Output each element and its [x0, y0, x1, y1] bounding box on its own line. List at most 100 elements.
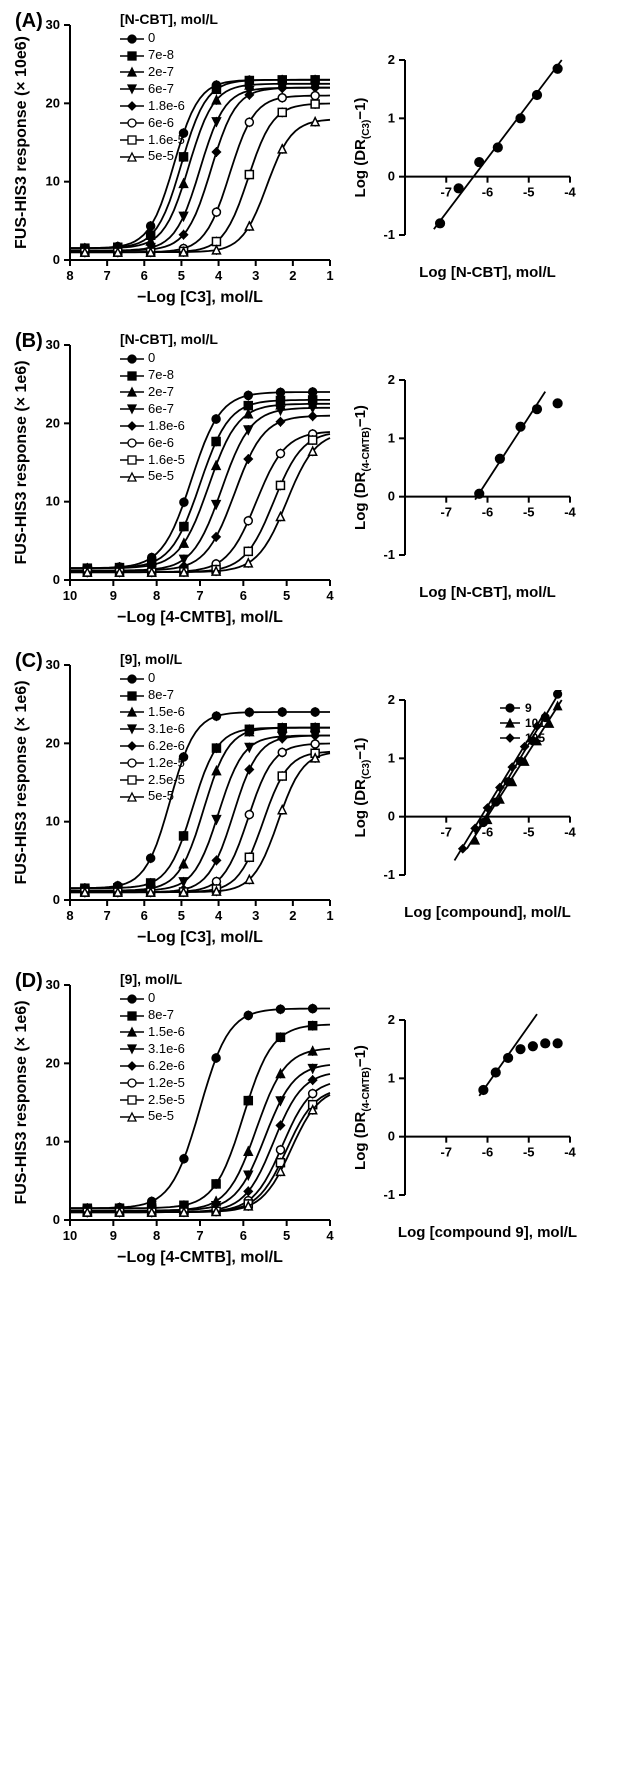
legend-item: 3.1e-6: [120, 721, 185, 738]
legend-item: 1.8e-6: [120, 98, 218, 115]
legend-label: 6.2e-6: [148, 1058, 185, 1075]
svg-text:-4: -4: [564, 825, 576, 840]
svg-text:-7: -7: [440, 505, 452, 520]
svg-text:1: 1: [326, 908, 333, 923]
legend-label: 1.5e-6: [148, 1024, 185, 1041]
svg-text:−Log [C3], mol/L: −Log [C3], mol/L: [137, 929, 263, 946]
svg-text:0: 0: [388, 1129, 395, 1144]
legend-item: 1.5e-6: [120, 1024, 185, 1041]
svg-text:3: 3: [252, 268, 259, 283]
svg-text:-4: -4: [564, 505, 576, 520]
svg-text:2: 2: [388, 52, 395, 67]
legend-label: 6.2e-6: [148, 738, 185, 755]
svg-text:2: 2: [289, 908, 296, 923]
legend-item: 6e-6: [120, 115, 218, 132]
legend-label: 5e-5: [148, 1108, 174, 1125]
svg-text:1: 1: [388, 1070, 395, 1085]
svg-text:8: 8: [66, 908, 73, 923]
svg-text:10: 10: [46, 814, 60, 829]
svg-text:30: 30: [46, 977, 60, 992]
legend-item: 8e-7: [120, 687, 185, 704]
schild-plot: -7-6-5-4-1012Log [compound 9], mol/LLog …: [350, 1010, 580, 1245]
legend-item: 3.1e-6: [120, 1041, 185, 1058]
legend-label: 6e-7: [148, 81, 174, 98]
svg-text:5: 5: [178, 268, 185, 283]
legend-item: 5e-5: [120, 1108, 185, 1125]
legend-label: 2.5e-5: [148, 1092, 185, 1109]
svg-text:6: 6: [240, 588, 247, 603]
legend-label: 5e-5: [148, 148, 174, 165]
schild-chart: -7-6-5-4-1012Log [N-CBT], mol/LLog (DR(C…: [350, 50, 580, 285]
legend-item: 6.2e-6: [120, 738, 185, 755]
svg-text:10: 10: [46, 494, 60, 509]
svg-text:0: 0: [388, 169, 395, 184]
svg-text:10: 10: [46, 1134, 60, 1149]
svg-text:30: 30: [46, 337, 60, 352]
svg-text:Log (DR(4-CMTB)−1): Log (DR(4-CMTB)−1): [352, 1045, 372, 1170]
legend-item: 1.2e-5: [120, 1075, 185, 1092]
schild-chart: -7-6-5-4-10129101105Log [compound], mol/…: [350, 690, 580, 925]
legend-item: 0: [120, 670, 185, 687]
legend-label: 1.8e-6: [148, 98, 185, 115]
svg-text:FUS-HIS3 response (× 10e6): FUS-HIS3 response (× 10e6): [13, 36, 30, 249]
legend-item: 1.2e-5: [120, 755, 185, 772]
svg-text:-7: -7: [440, 825, 452, 840]
legend-item: 7e-8: [120, 367, 218, 384]
svg-text:Log [compound 9], mol/L: Log [compound 9], mol/L: [398, 1224, 577, 1241]
legend-item: 7e-8: [120, 47, 218, 64]
svg-text:9: 9: [525, 701, 532, 715]
svg-text:0: 0: [388, 489, 395, 504]
legend-item: 1.8e-6: [120, 418, 218, 435]
legend-item: 6e-6: [120, 435, 218, 452]
legend-label: 7e-8: [148, 47, 174, 64]
svg-text:4: 4: [326, 588, 334, 603]
svg-text:7: 7: [196, 1228, 203, 1243]
legend: [9], mol/L 0 8e-7 1.5e-6 3.1e-6 6.2e-6 1…: [120, 970, 185, 1125]
svg-text:8: 8: [153, 1228, 160, 1243]
legend-item: 1.5e-6: [120, 704, 185, 721]
legend: [N-CBT], mol/L 0 7e-8 2e-7 6e-7 1.8e-6 6…: [120, 10, 218, 165]
legend-label: 8e-7: [148, 1007, 174, 1024]
legend: [9], mol/L 0 8e-7 1.5e-6 3.1e-6 6.2e-6 1…: [120, 650, 185, 805]
svg-text:20: 20: [46, 95, 60, 110]
schild-plot: -7-6-5-4-1012Log [N-CBT], mol/LLog (DR(4…: [350, 370, 580, 605]
legend-item: 5e-5: [120, 788, 185, 805]
svg-text:1: 1: [326, 268, 333, 283]
svg-text:−Log [4-CMTB], mol/L: −Log [4-CMTB], mol/L: [117, 609, 283, 626]
svg-text:-1: -1: [383, 227, 395, 242]
legend-title: [N-CBT], mol/L: [120, 10, 218, 28]
svg-text:-1: -1: [383, 547, 395, 562]
svg-text:-6: -6: [482, 1145, 494, 1160]
figure-panel: (C) [9], mol/L 0 8e-7 1.5e-6 3.1e-6 6.2e…: [10, 650, 609, 950]
svg-text:6: 6: [240, 1228, 247, 1243]
svg-text:-4: -4: [564, 185, 576, 200]
legend-item: 2e-7: [120, 64, 218, 81]
svg-text:30: 30: [46, 657, 60, 672]
legend-item: 1.6e-5: [120, 452, 218, 469]
legend-label: 2e-7: [148, 384, 174, 401]
svg-text:6: 6: [141, 268, 148, 283]
legend: [N-CBT], mol/L 0 7e-8 2e-7 6e-7 1.8e-6 6…: [120, 330, 218, 485]
legend-item: 5e-5: [120, 468, 218, 485]
legend-item: 6.2e-6: [120, 1058, 185, 1075]
svg-text:-5: -5: [523, 505, 535, 520]
svg-text:2: 2: [289, 268, 296, 283]
legend-label: 5e-5: [148, 468, 174, 485]
svg-text:-7: -7: [440, 1145, 452, 1160]
legend-label: 1.5e-6: [148, 704, 185, 721]
svg-text:-1: -1: [383, 867, 395, 882]
svg-text:5: 5: [283, 588, 290, 603]
legend-label: 0: [148, 990, 155, 1007]
legend-title: [9], mol/L: [120, 970, 185, 988]
legend-item: 0: [120, 30, 218, 47]
svg-text:Log [compound], mol/L: Log [compound], mol/L: [404, 904, 571, 921]
svg-text:10: 10: [63, 588, 77, 603]
svg-text:FUS-HIS3 response (× 1e6): FUS-HIS3 response (× 1e6): [13, 360, 30, 564]
legend-label: 1.6e-5: [148, 132, 185, 149]
svg-text:2: 2: [388, 1012, 395, 1027]
svg-text:8: 8: [153, 588, 160, 603]
svg-text:-5: -5: [523, 1145, 535, 1160]
svg-text:-4: -4: [564, 1145, 576, 1160]
svg-text:1: 1: [388, 430, 395, 445]
legend-item: 8e-7: [120, 1007, 185, 1024]
